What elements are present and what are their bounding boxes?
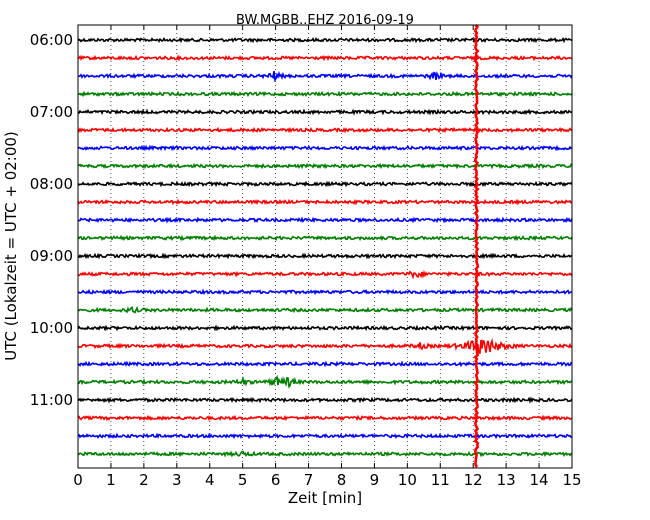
trace-line: [77, 414, 573, 422]
trace-line: [77, 374, 573, 389]
y-tick-label: 09:00: [30, 247, 73, 265]
x-tick-label: 13: [497, 471, 516, 489]
trace-line: [77, 144, 572, 152]
trace-line: [77, 450, 573, 458]
trace-line: [77, 54, 573, 62]
x-axis-label: Zeit [min]: [288, 489, 362, 507]
trace-line: [77, 90, 573, 98]
disturbance-line: [473, 24, 480, 468]
x-tick-label: 14: [530, 471, 549, 489]
trace-line: [77, 324, 573, 332]
x-tick-label: 7: [304, 471, 314, 489]
x-tick-label: 9: [370, 471, 380, 489]
y-tick-label: 08:00: [30, 175, 73, 193]
y-tick-label: 10:00: [30, 319, 73, 337]
trace-line: [77, 70, 573, 83]
trace-line: [77, 337, 573, 354]
x-tick-label: 1: [106, 471, 116, 489]
x-tick-label: 3: [172, 471, 182, 489]
y-tick-label: 07:00: [30, 103, 73, 121]
x-tick-label: 5: [238, 471, 248, 489]
plot-frame: [77, 24, 573, 469]
y-axis-label: UTC (Lokalzeit = UTC + 02:00): [2, 131, 20, 361]
trace-line: [77, 162, 573, 170]
trace-line: [77, 216, 573, 224]
trace-line: [77, 108, 573, 116]
trace-line: [77, 252, 573, 260]
trace-line: [77, 360, 573, 368]
trace-line: [77, 198, 573, 206]
x-tick-label: 8: [337, 471, 347, 489]
y-tick-label: 06:00: [30, 31, 73, 49]
trace-line: [77, 36, 573, 44]
trace-line: [77, 269, 573, 280]
x-tick-label: 6: [271, 471, 281, 489]
trace-line: [77, 305, 573, 314]
x-tick-label: 2: [139, 471, 149, 489]
x-tick-label: 11: [431, 471, 450, 489]
trace-line: [77, 234, 573, 242]
trace-line: [77, 180, 573, 188]
x-tick-label: 0: [73, 471, 83, 489]
chart-title: BW.MGBB..EHZ 2016-09-19: [236, 13, 414, 28]
trace-line: [77, 432, 573, 440]
x-tick-label: 15: [562, 471, 581, 489]
x-axis: 0 1 2 3 4 5 6 7 8 9 10 11 12 13 14 15: [73, 25, 582, 489]
y-axis: 06:00 07:00 08:00 09:00 10:00 11:00: [30, 31, 83, 409]
trace-line: [77, 126, 573, 134]
y-tick-label: 11:00: [30, 391, 73, 409]
x-tick-label: 4: [205, 471, 215, 489]
x-tick-label: 12: [464, 471, 483, 489]
x-tick-label: 10: [398, 471, 417, 489]
trace-line: [77, 288, 573, 296]
disturbance-group: [473, 24, 480, 468]
trace-group: [77, 36, 573, 458]
trace-line: [77, 396, 573, 404]
